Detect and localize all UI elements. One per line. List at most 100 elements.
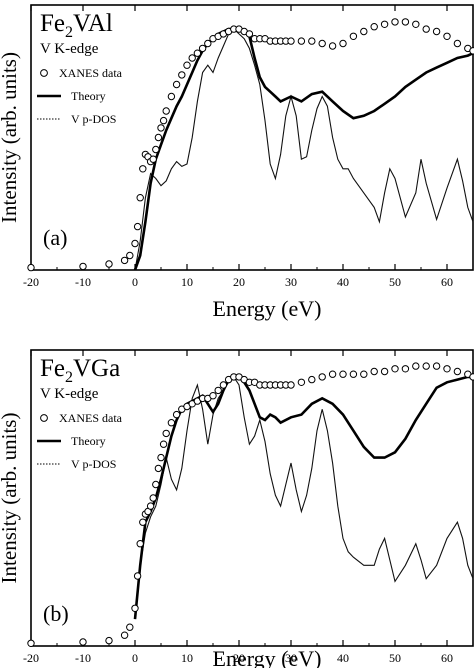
edge-label: V K-edge [40,386,99,402]
xanes-data-point [308,37,316,45]
xanes-data-point [126,623,134,631]
x-tick-label: -10 [75,275,91,289]
xanes-data-point [469,47,474,55]
xanes-data-point [133,572,142,580]
x-tick-label: 10 [181,275,193,289]
xanes-data-point [360,27,368,36]
x-tick-label: 0 [132,651,138,665]
legend-label-v-p-dos: V p-DOS [71,457,116,471]
xanes-data-point [126,251,134,260]
legend-marker-xanes [40,69,48,77]
xanes-data-point [318,373,326,381]
xanes-data-point [349,370,358,378]
xanes-data-point [380,20,389,28]
xanes-data-point [308,375,316,384]
x-tick-label: 40 [337,651,349,665]
xanes-data-point [198,44,207,53]
compound-label: Fe2VGa [40,355,120,386]
xanes-data-point [136,540,144,548]
legend-marker-xanes [40,414,48,422]
xanes-data-point [370,23,378,31]
xanes-data-point [422,362,430,370]
xanes-data-point [188,54,196,62]
panel-label: (a) [43,225,67,250]
xanes-data-point [139,165,147,173]
legend-label-theory: Theory [71,434,106,448]
series-line-v-p-dos [134,376,474,614]
xanes-data-point [339,39,347,48]
plot-frame [30,4,474,271]
xanes-data-point [422,25,430,33]
xanes-data-point [131,239,139,248]
xanes-data-point [401,18,410,26]
x-tick-label: 0 [132,275,138,289]
xanes-data-point [157,124,165,132]
xanes-data-point [453,367,462,376]
xanes-data-point [370,367,378,376]
xanes-data-point [204,39,212,48]
xanes-data-point [152,145,160,154]
x-tick-label: -10 [75,651,91,665]
series-line-theory [133,375,473,620]
y-axis-label: Intensity (arb. units) [0,52,21,223]
panel-label: (b) [43,601,69,626]
xanes-data-point [328,370,337,378]
xanes-data-point [245,30,254,38]
xanes-data-point [178,71,186,79]
xanes-data-point [219,381,228,389]
xanes-data-point [193,49,202,57]
xanes-data-point [159,116,168,125]
edge-label: V K-edge [40,41,99,57]
xanes-data-point [297,37,306,45]
xanes-data-point [105,636,113,645]
x-tick-label: 60 [441,651,453,665]
xanes-data-point [139,518,147,526]
xanes-data-point [380,367,389,376]
xanes-data-point [287,381,295,389]
xanes-data-point [349,32,358,40]
xanes-data-point [162,429,170,438]
xanes-data-point [27,639,35,647]
x-tick-label: 60 [441,275,453,289]
xanes-data-point [79,638,87,646]
xanes-data-point [159,440,168,448]
xanes-data-point [105,260,113,268]
xanes-data-point [443,365,451,373]
legend-label-theory: Theory [71,89,106,103]
x-tick-label: 50 [389,651,401,665]
xanes-data-point [432,362,441,370]
xanes-data-point [412,20,420,28]
xanes-data-point [214,386,222,395]
plot-frame [30,349,474,647]
x-tick-label: -20 [23,651,39,665]
xanes-data-point [443,32,451,40]
x-tick-label: 30 [285,651,297,665]
legend-label-xanes: XANES data [59,411,123,425]
chart-panel-b: -20 -10 0 10 20 30 40 50 60 Energy (eV) Intensity … [0,349,474,668]
xanes-data-point [453,39,462,48]
xanes-data-point [401,365,410,373]
xanes-data-point [297,378,306,386]
legend-label-v-p-dos: V p-DOS [71,112,116,126]
xanes-data-point [149,494,157,502]
xanes-data-point [287,37,295,45]
xanes-data-point [183,61,191,69]
xanes-data-point [157,453,165,462]
xanes-data-point [133,222,142,231]
x-axis-label: Energy (eV) [213,646,322,668]
x-tick-label: 30 [285,275,297,289]
x-axis-label: Energy (eV) [213,296,322,321]
xanes-data-point [79,262,87,271]
xanes-data-point [120,256,129,265]
xanes-data-point [318,39,326,48]
legend-label-xanes: XANES data [59,66,123,80]
xanes-data-point [154,133,163,142]
xanes-data-point [27,263,35,272]
y-axis-label: Intensity (arb. units) [0,413,21,584]
compound-label: Fe2VAl [40,10,113,41]
xanes-data-point [360,370,368,378]
xanes-data-point [412,362,420,370]
x-tick-label: 50 [389,275,401,289]
xanes-data-point [146,502,155,510]
